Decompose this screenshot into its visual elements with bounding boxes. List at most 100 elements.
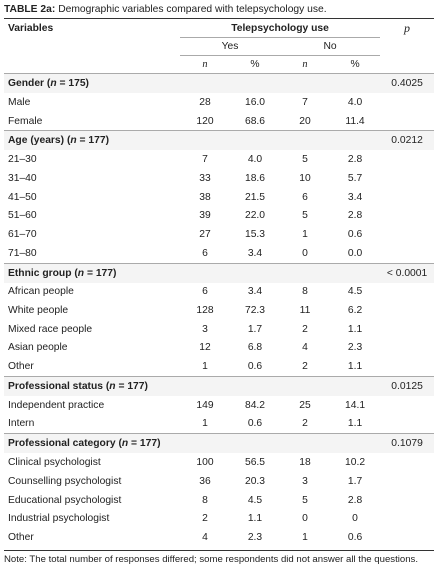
value-cell: 8 — [202, 494, 208, 506]
value-cell: 4.0 — [347, 96, 363, 108]
data-row: Male 28 16.0 7 4.0 — [4, 93, 434, 112]
empty-cell — [380, 244, 434, 263]
value-cell: 1 — [302, 531, 308, 543]
section-row: Ethnic group (n = 177) < 0.0001 — [4, 262, 435, 283]
section-label-n: n — [50, 78, 57, 89]
row-label: Intern — [8, 418, 35, 430]
value-cell: 3.4 — [347, 191, 363, 203]
value-cell: 2 — [302, 323, 308, 335]
data-row: 31–40 33 18.6 10 5.7 — [4, 169, 434, 188]
row-label: Independent practice — [8, 399, 105, 411]
value-cell: 6.2 — [347, 305, 363, 317]
header-cell: % — [230, 55, 280, 74]
row-label: White people — [8, 305, 69, 317]
value-cell: 21.5 — [244, 191, 266, 203]
row-label: Clinical psychologist — [8, 457, 101, 469]
value-cell: 0 — [302, 513, 308, 525]
value-cell: 2.8 — [347, 210, 363, 222]
value-cell: 1.7 — [347, 475, 363, 487]
section-label-n: n — [109, 380, 116, 392]
value-cell: 39 — [199, 210, 211, 222]
value-cell: 68.6 — [244, 115, 266, 127]
empty-cell — [380, 169, 434, 188]
value-cell: 4.5 — [247, 494, 263, 506]
value-cell: 11 — [299, 305, 311, 317]
value-cell: 22.0 — [244, 210, 266, 222]
empty-cell — [380, 357, 434, 376]
value-cell: 1.1 — [347, 323, 363, 335]
value-cell: 10 — [299, 172, 311, 184]
row-label: Industrial psychologist — [8, 513, 110, 525]
data-row: 71–80 6 3.4 0 0.0 — [4, 244, 434, 263]
empty-cell — [380, 150, 434, 169]
value-cell: 84.2 — [244, 399, 266, 411]
row-label: Female — [8, 115, 43, 127]
value-cell: 128 — [196, 305, 214, 317]
header-row: n % n % — [4, 55, 435, 74]
value-cell: 5 — [302, 210, 308, 222]
header-cell: No — [280, 37, 381, 56]
empty-cell — [380, 283, 434, 302]
value-cell: 20.3 — [244, 475, 266, 487]
value-cell: 3.4 — [247, 286, 263, 298]
value-cell: 4.0 — [247, 154, 263, 166]
value-cell: 2.8 — [347, 154, 363, 166]
value-cell: 28 — [199, 96, 211, 108]
value-cell: 2 — [302, 418, 308, 430]
value-cell: 4 — [302, 342, 308, 354]
value-cell: 1.7 — [247, 323, 263, 335]
value-cell: 2.8 — [347, 494, 363, 506]
header-cell: % — [330, 55, 381, 74]
header-row: Yes No — [4, 37, 434, 56]
data-row: Other 4 2.3 1 0.6 — [4, 528, 434, 547]
value-cell: 20 — [299, 115, 311, 127]
empty-cell — [380, 93, 434, 112]
row-label: 41–50 — [8, 191, 37, 203]
p-value: 0.4025 — [380, 73, 435, 93]
value-cell: 0.6 — [347, 531, 363, 543]
section-label: Gender (n = 175) — [4, 73, 381, 93]
header-cell: Yes — [180, 37, 280, 56]
value-cell: 0.6 — [347, 228, 363, 240]
value-cell: 27 — [199, 228, 211, 240]
section-label: Age (years) (n = 177) — [4, 130, 381, 151]
value-cell: 120 — [196, 115, 214, 127]
row-label: Other — [8, 361, 34, 373]
row-label: 21–30 — [8, 154, 37, 166]
table-body: Variables Telepsychology use p Yes No n … — [4, 20, 435, 547]
data-row: African people 6 3.4 8 4.5 — [4, 283, 434, 302]
section-label-post: = 177) — [115, 380, 148, 392]
value-cell: 18.6 — [244, 172, 266, 184]
value-cell: 1.1 — [347, 418, 363, 430]
section-row: Gender (n = 175) 0.4025 — [4, 73, 435, 93]
row-label: Mixed race people — [8, 323, 93, 335]
row-label: 71–80 — [8, 247, 37, 259]
data-row: Clinical psychologist 100 56.5 18 10.2 — [4, 453, 434, 472]
value-cell: 2.3 — [347, 342, 363, 354]
data-row: Industrial psychologist 2 1.1 0 0 — [4, 509, 434, 528]
header-cell: p — [404, 21, 411, 36]
row-label: 31–40 — [8, 172, 37, 184]
empty-cell — [380, 472, 434, 491]
section-label-post: = 177) — [84, 267, 117, 279]
value-cell: 1 — [302, 228, 308, 240]
value-cell: 3 — [202, 323, 208, 335]
data-row: Asian people 12 6.8 4 2.3 — [4, 339, 434, 358]
title-label: TABLE 2a: — [4, 4, 56, 15]
section-label-pre: Professional status ( — [8, 380, 110, 392]
value-cell: 2 — [302, 361, 308, 373]
value-cell: 8 — [302, 286, 308, 298]
value-cell: 12 — [199, 342, 211, 354]
empty-cell — [380, 453, 434, 472]
empty-cell — [380, 112, 434, 131]
value-cell: 5 — [302, 494, 308, 506]
value-cell: 2.3 — [247, 531, 263, 543]
section-row: Age (years) (n = 177) 0.0212 — [4, 130, 435, 151]
value-cell: 3.4 — [247, 247, 263, 259]
p-value: 0.1079 — [380, 433, 435, 454]
empty-cell — [380, 188, 434, 207]
value-cell: 33 — [199, 172, 211, 184]
header-cell — [380, 55, 435, 74]
value-cell: 4 — [202, 531, 208, 543]
value-cell: 3 — [302, 475, 308, 487]
